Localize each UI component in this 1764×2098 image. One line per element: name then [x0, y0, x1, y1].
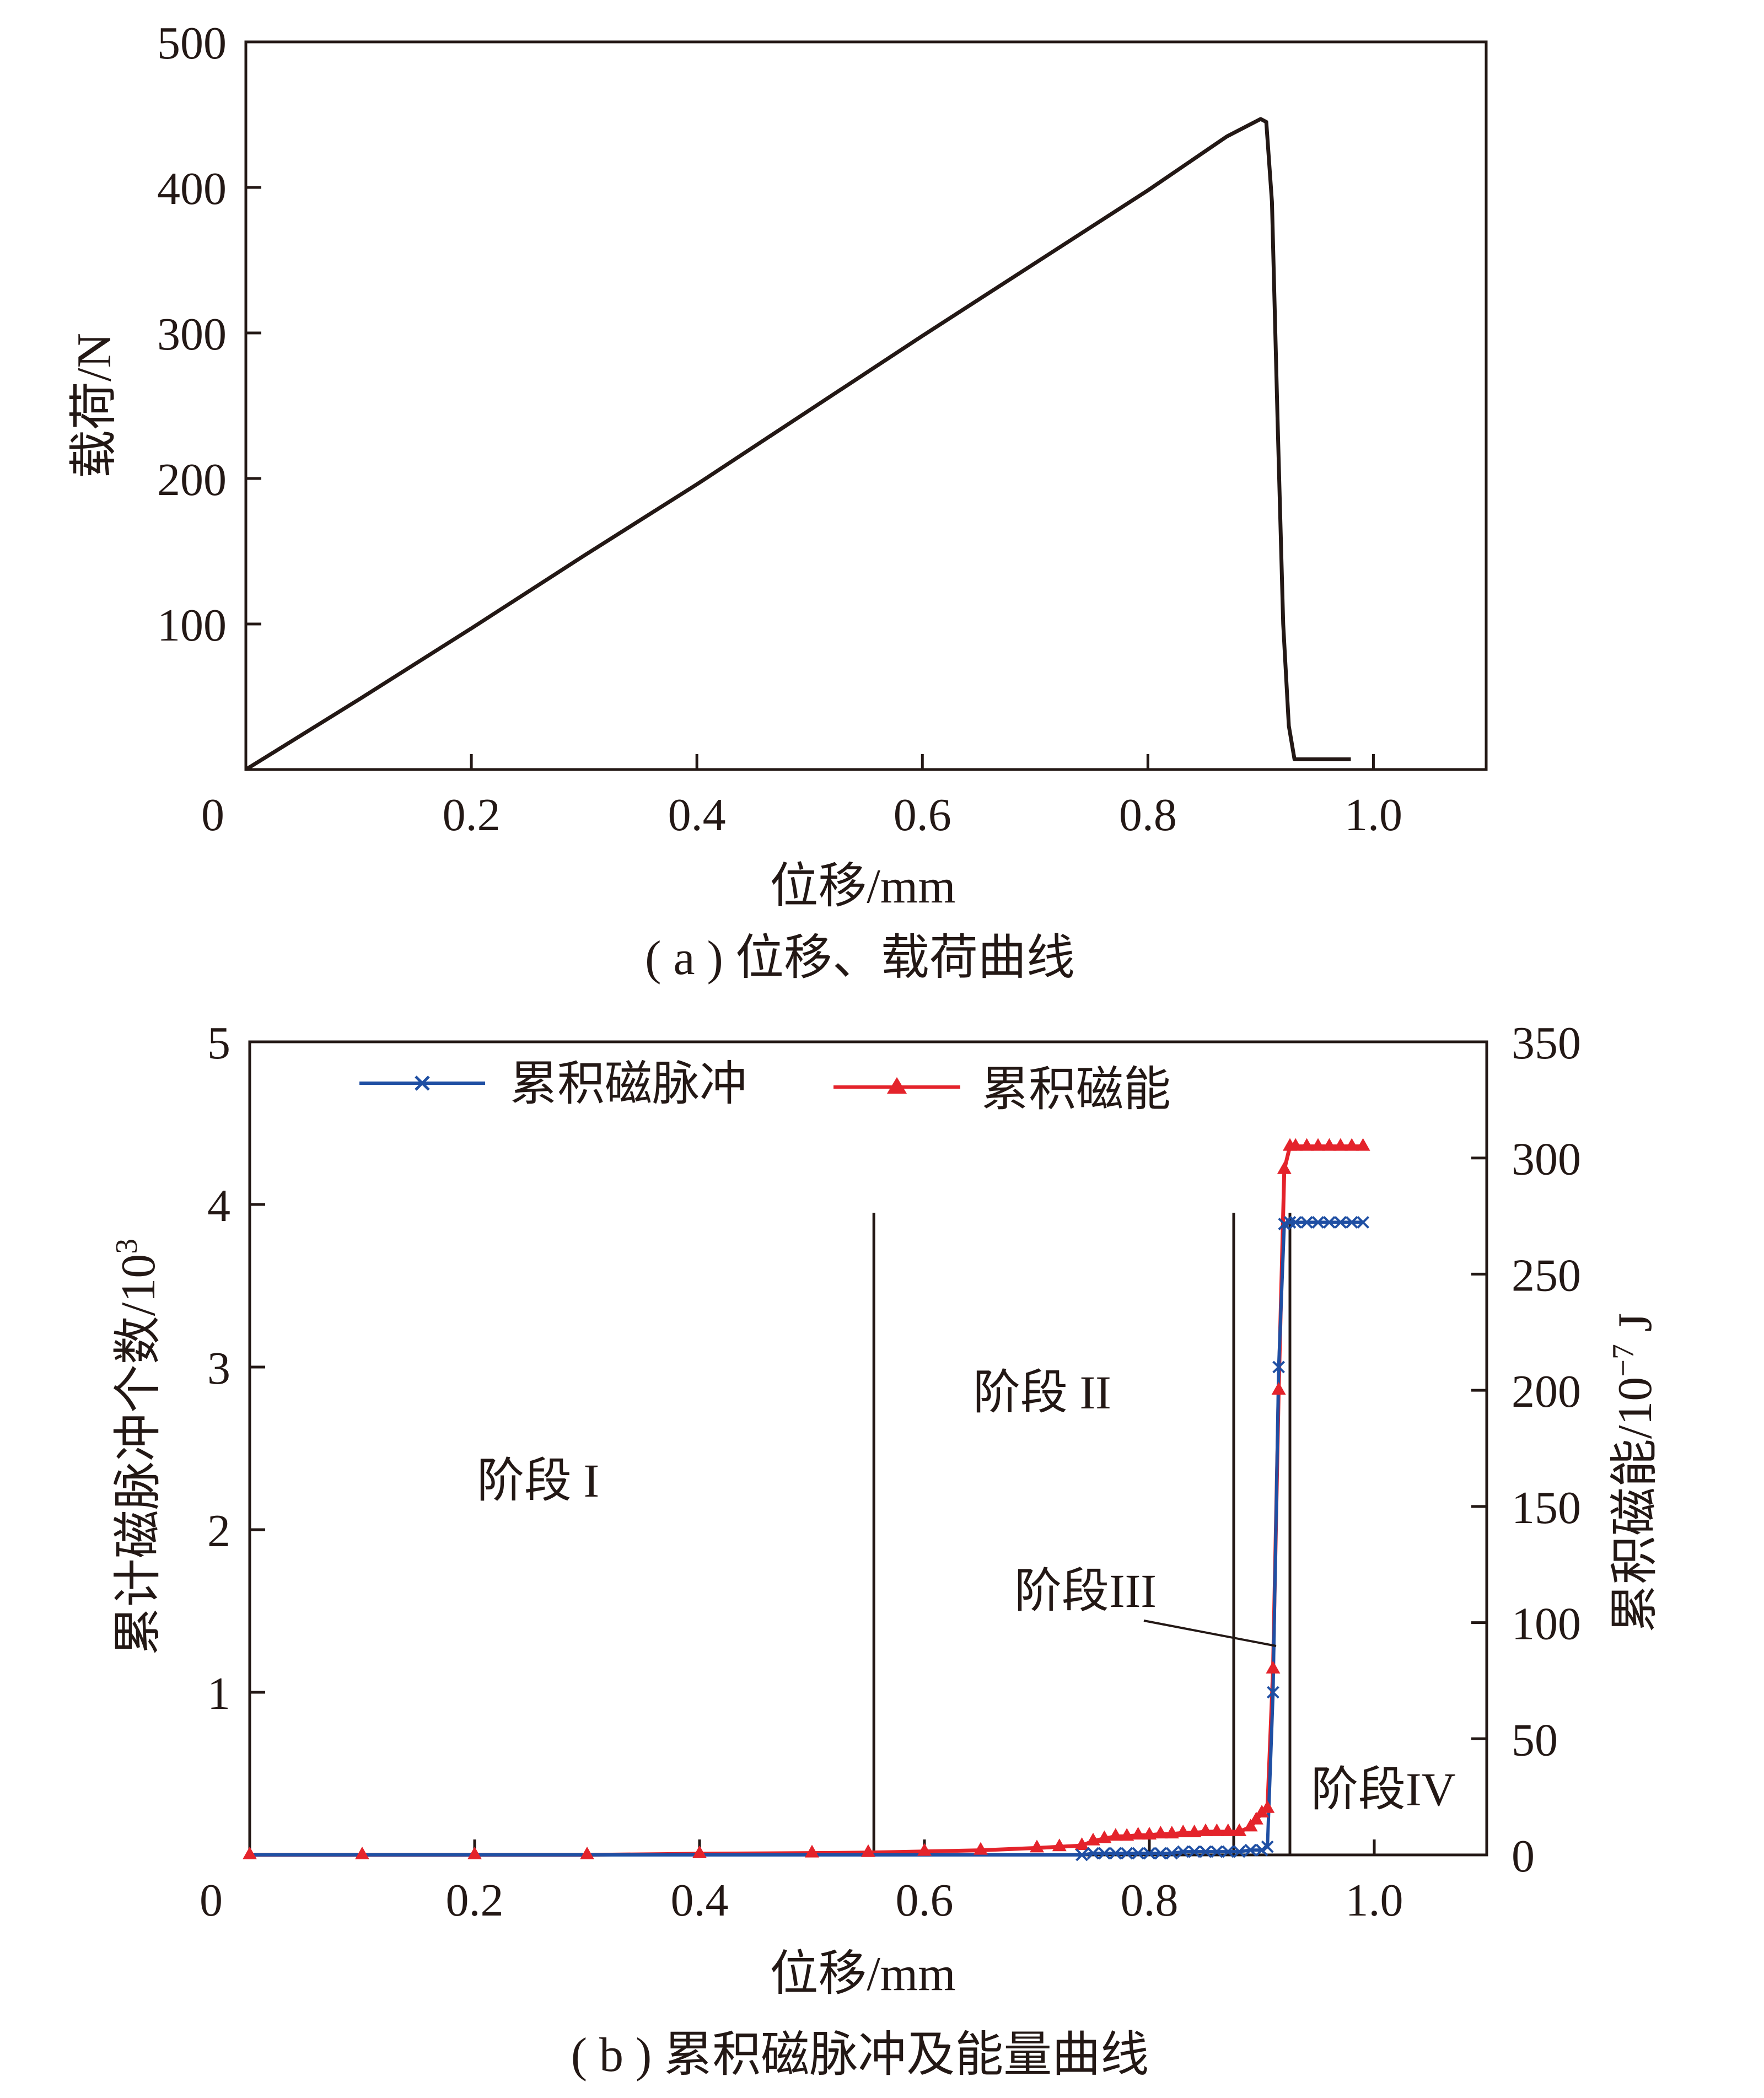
- y-axis-title-a: 载荷/N: [68, 333, 121, 478]
- x-tick-label-a: 0.6: [894, 789, 951, 841]
- plot-frame-b: [250, 1042, 1487, 1855]
- y-tick-label-a: 100: [157, 600, 227, 651]
- y2-tick-label-b: 100: [1512, 1599, 1581, 1650]
- energy-point: [1266, 1661, 1280, 1674]
- x-tick-labels-b: 0 0.2 0.4 0.6 0.8 1.0: [200, 1875, 1403, 1926]
- y2-axis-title-b-sup: −7: [1606, 1344, 1641, 1377]
- x-tick-label-a: 0.4: [668, 789, 726, 841]
- y2-axis-title-b-unit: J: [1609, 1313, 1662, 1344]
- y2-tick-label-b: 250: [1512, 1250, 1581, 1301]
- y2-tick-label-b: 50: [1512, 1714, 1558, 1766]
- axes-b-ticks: [250, 1042, 1487, 1855]
- y-tick-label-a: 400: [157, 163, 227, 214]
- y2-axis-title-b-text: 累积磁能/10: [1609, 1377, 1662, 1633]
- energy-point: [1272, 1382, 1286, 1395]
- legend-energy-label: 累积磁能: [981, 1063, 1171, 1116]
- x-tick-label-b: 0.2: [446, 1875, 504, 1926]
- x-tick-label-b: 1.0: [1346, 1875, 1403, 1926]
- x-tick-label-b: 0: [200, 1875, 223, 1926]
- y-axis-title-b: 累计磁脉冲个数/103: [110, 1239, 165, 1655]
- y-tick-label-b: 1: [207, 1668, 230, 1719]
- stage-2-label: 阶段 II: [973, 1366, 1111, 1419]
- x-tick-label-b: 0.4: [671, 1875, 729, 1926]
- legend-pulse-label: 累积磁脉冲: [510, 1057, 747, 1110]
- x-axis-title-a: 位移/mm: [770, 860, 955, 913]
- cumulative-energy-curve: [250, 1147, 1363, 1855]
- cumulative-pulse-curve: [250, 1222, 1363, 1855]
- y2-tick-label-b: 150: [1512, 1482, 1581, 1534]
- left-y-tick-labels-b: 1 2 3 4 5: [207, 1018, 230, 1719]
- y-tick-label-b: 2: [207, 1505, 230, 1557]
- y-axis-title-b-sup: 3: [110, 1239, 144, 1254]
- load-displacement-chart: 100 200 300 400 500 0 0.2 0.4 0.6 0.8 1.0 载荷/N 位移…: [68, 18, 1486, 985]
- energy-point: [1277, 1161, 1292, 1174]
- y-tick-label-b: 4: [207, 1180, 230, 1231]
- y2-tick-label-b: 0: [1512, 1831, 1535, 1882]
- x-tick-label-a: 0.2: [443, 789, 501, 841]
- energy-point: [1176, 1825, 1190, 1837]
- energy-point: [1131, 1827, 1145, 1839]
- x-tick-labels-a: 0 0.2 0.4 0.6 0.8 1.0: [201, 789, 1402, 841]
- y-tick-label-a: 200: [157, 454, 227, 505]
- energy-point: [1198, 1823, 1213, 1836]
- y-tick-label-b: 5: [207, 1018, 230, 1069]
- y-axis-title-b-text: 累计磁脉冲个数/10: [112, 1254, 165, 1655]
- y-tick-label-a: 500: [157, 18, 227, 69]
- y2-axis-title-b: 累积磁能/10−7 J: [1606, 1313, 1662, 1633]
- stage-1-label: 阶段 I: [477, 1454, 599, 1507]
- y-tick-labels-a: 100 200 300 400 500: [157, 18, 227, 651]
- stage-3-label: 阶段III: [1014, 1564, 1157, 1617]
- caption-b: ( b ) 累积磁脉冲及能量曲线: [571, 2029, 1149, 2082]
- y-tick-label-a: 300: [157, 309, 227, 360]
- x-tick-label-a: 1.0: [1344, 789, 1402, 841]
- cumulative-pulse-energy-chart: 1 2 3 4 5 0 50 100 150 200 250 300 350 0 0.2 0.4 0.6 0.…: [110, 1018, 1662, 2082]
- energy-point: [1153, 1826, 1168, 1838]
- x-tick-label-b: 0.6: [896, 1875, 954, 1926]
- y2-tick-label-b: 200: [1512, 1366, 1581, 1417]
- y2-tick-label-b: 350: [1512, 1018, 1581, 1069]
- right-y-tick-labels-b: 0 50 100 150 200 250 300 350: [1512, 1018, 1581, 1882]
- stage-4-label: 阶段IV: [1311, 1763, 1456, 1816]
- energy-point: [1109, 1828, 1123, 1841]
- load-curve: [246, 119, 1351, 770]
- caption-a: ( a ) 位移、载荷曲线: [645, 932, 1075, 985]
- x-tick-label-b: 0.8: [1121, 1875, 1179, 1926]
- plot-frame-a: [246, 42, 1486, 770]
- x-tick-label-a: 0: [201, 789, 224, 841]
- energy-point: [1209, 1823, 1224, 1836]
- legend: 累积磁脉冲 累积磁能: [359, 1057, 1171, 1116]
- stage-divider-lines: [874, 1213, 1290, 1855]
- energy-markers: [243, 1138, 1370, 1859]
- stage-3-leader-line: [1144, 1621, 1276, 1646]
- x-tick-label-a: 0.8: [1119, 789, 1177, 841]
- y-tick-label-b: 3: [207, 1343, 230, 1394]
- x-axis-title-b: 位移/mm: [770, 1948, 955, 2001]
- y2-tick-label-b: 300: [1512, 1134, 1581, 1185]
